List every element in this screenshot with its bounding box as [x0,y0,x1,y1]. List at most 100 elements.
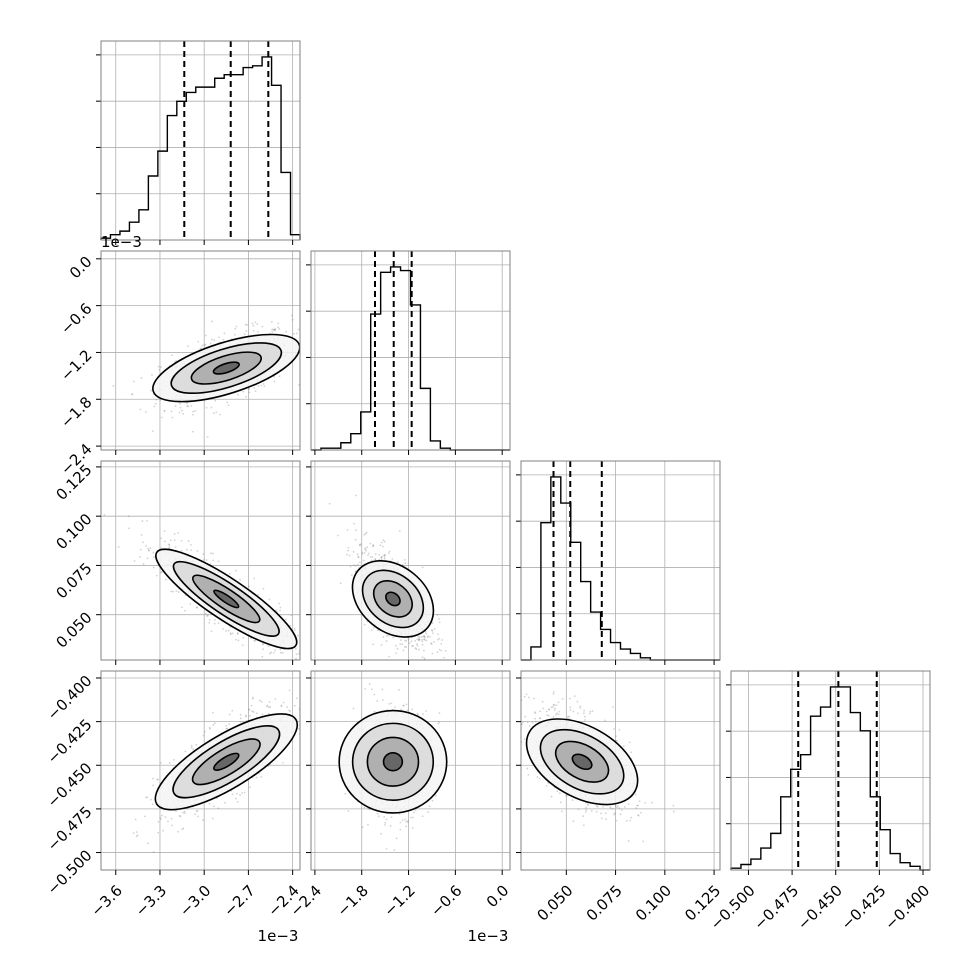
sample-point [396,561,399,563]
sample-point [293,332,295,335]
sample-point [178,411,181,414]
sample-point [146,796,149,799]
histogram-step-1 [100,56,301,240]
sample-point [225,629,227,632]
sample-point [395,837,398,840]
sample-point [421,643,424,646]
sample-point [432,640,435,643]
sample-point [347,549,349,552]
sample-point [215,411,218,414]
sample-point [437,638,439,641]
sample-point [347,810,350,812]
sample-point [416,712,419,715]
sample-point [169,539,172,542]
panel-frame [310,670,511,871]
sample-point [416,644,419,647]
sample-point [151,430,154,433]
sample-point [130,393,133,396]
sample-point [390,702,393,705]
sample-point [248,585,250,588]
sample-point [142,563,145,565]
histogram-step-4 [730,686,930,871]
sample-point [280,663,282,665]
sample-point [285,330,288,333]
sample-point [354,564,357,567]
sample-point [228,723,230,726]
sample-point [328,502,331,505]
sample-point [411,708,414,711]
sample-point [212,412,215,415]
sample-point [387,634,390,637]
sample-point [301,691,303,693]
sample-point [371,688,373,691]
sample-point [184,609,186,612]
sample-point [214,722,216,725]
sample-point [414,640,417,642]
sample-point [257,330,259,333]
sample-point [363,552,366,554]
sample-point [247,388,250,390]
sample-point [242,390,245,393]
sample-point [159,399,162,402]
sample-point [162,829,164,832]
sample-point [383,823,386,826]
sample-point [412,645,414,648]
sample-point [369,556,372,558]
sample-point [380,644,383,646]
sample-point [260,776,263,778]
sample-point [239,794,241,796]
sample-point [208,621,211,624]
sample-point [247,708,250,711]
sample-point [213,339,216,342]
sample-point [170,817,173,820]
sample-point [235,638,237,641]
sample-point [228,572,231,575]
sample-point [384,554,387,557]
sample-point [371,556,374,558]
sample-point [438,621,441,624]
sample-point [153,405,156,408]
sample-point [628,741,631,744]
sample-point [268,598,271,601]
sample-point [202,553,205,555]
sample-point [167,543,170,546]
sample-point [173,360,176,363]
sample-point [396,647,399,650]
sample-point [344,792,347,795]
sample-point [579,705,582,708]
sample-point [186,405,189,407]
sample-point [257,385,260,388]
sample-point [440,649,443,652]
sample-point [613,813,615,816]
sample-point [214,619,216,621]
sample-point [346,529,349,531]
sample-point [236,632,239,634]
sample-point [173,533,176,535]
sample-point [206,614,209,617]
sample-point [248,714,251,717]
sample-point [569,708,572,711]
sample-point [427,635,429,637]
sample-point [174,546,177,549]
sample-point [260,700,263,703]
sample-point [383,554,386,557]
sample-point [204,343,207,346]
sample-point [372,544,375,546]
sample-point [303,341,305,343]
sample-point [417,713,420,716]
sample-point [212,805,215,808]
sample-point [385,635,388,637]
sample-point [242,636,245,639]
sample-point [441,639,444,641]
sample-point [426,636,429,639]
sample-point [304,725,306,727]
sample-point [254,639,257,642]
sample-point [405,703,408,706]
sample-point [308,715,310,717]
sample-point [392,636,395,639]
sample-point [195,743,198,746]
sample-point [237,393,239,396]
sample-point [152,851,155,854]
sample-point [225,724,228,727]
sample-point [269,652,272,655]
